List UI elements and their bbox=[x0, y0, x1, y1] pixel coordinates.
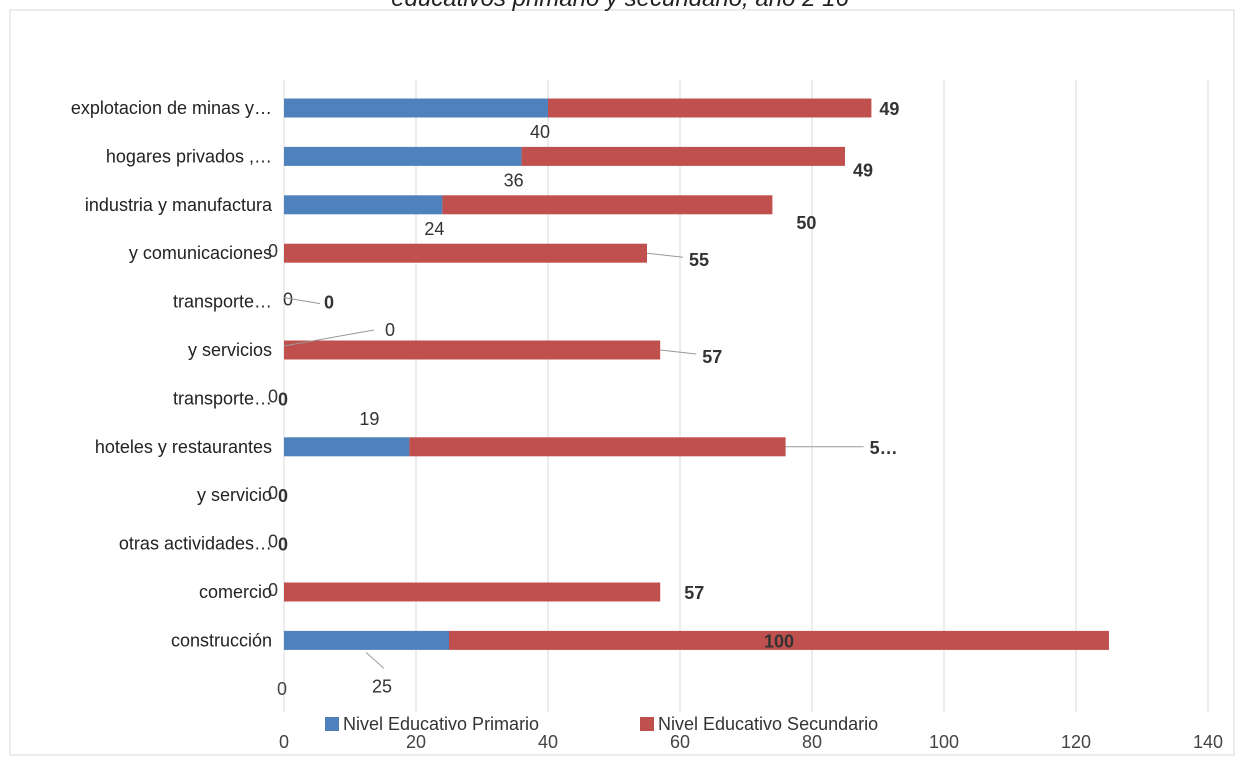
category-labels: explotacion de minas y… hogares privados … bbox=[71, 98, 273, 650]
category-label: y comunicaciones bbox=[129, 243, 272, 263]
category-label: otras actividades… bbox=[119, 534, 272, 554]
data-label-primario: 0 bbox=[268, 386, 278, 406]
bar-secundario bbox=[284, 243, 647, 263]
bar-secundario bbox=[284, 340, 661, 360]
data-label-secundario: 55 bbox=[689, 250, 709, 270]
category-label: industria y manufactura bbox=[85, 195, 273, 215]
leader-line bbox=[660, 349, 697, 355]
data-label-primario: 0 bbox=[283, 290, 293, 310]
bar-primario bbox=[284, 630, 449, 650]
data-label-primario: 19 bbox=[359, 409, 379, 429]
category-label: comercio bbox=[199, 582, 272, 602]
category-label: construcción bbox=[171, 630, 272, 650]
legend-swatch bbox=[640, 717, 654, 731]
data-label-primario: 0 bbox=[268, 580, 278, 600]
bar-secundario bbox=[521, 146, 845, 166]
data-label-primario: 40 bbox=[530, 122, 550, 142]
chart-title: educativos primario y secundario, año 2 … bbox=[391, 0, 849, 12]
x-tick-label: 40 bbox=[538, 732, 558, 752]
data-label-secundario: 0 bbox=[278, 486, 288, 506]
data-label-secundario: 57 bbox=[702, 347, 722, 367]
legend: Nivel Educativo Primario Nivel Educativo … bbox=[325, 714, 878, 734]
category-label: y servicios bbox=[188, 340, 272, 360]
leader-line bbox=[646, 252, 684, 258]
data-label-secundario: 0 bbox=[278, 389, 288, 409]
bar-secundario bbox=[284, 582, 661, 602]
x-tick-label: 60 bbox=[670, 732, 690, 752]
bar-secundario bbox=[449, 630, 1109, 650]
y-axis-origin-label: 0 bbox=[277, 679, 287, 699]
leader-line bbox=[365, 652, 385, 669]
bar-primario bbox=[284, 146, 522, 166]
chart-border bbox=[9, 9, 1235, 756]
bar-secundario bbox=[548, 98, 872, 118]
x-tick-label: 20 bbox=[406, 732, 426, 752]
bar-primario bbox=[284, 195, 443, 215]
data-label-secundario: 0 bbox=[278, 535, 288, 555]
bar-primario bbox=[284, 98, 548, 118]
bar-secundario bbox=[442, 195, 773, 215]
x-tick-label: 80 bbox=[802, 732, 822, 752]
data-label-secundario: 5… bbox=[870, 438, 898, 458]
category-label: hoteles y restaurantes bbox=[95, 437, 272, 457]
data-label-primario: 24 bbox=[424, 219, 444, 239]
category-label: hogares privados ,… bbox=[106, 146, 272, 166]
category-label: transporte… bbox=[173, 388, 272, 408]
bar-secundario bbox=[409, 437, 786, 457]
data-label-primario: 0 bbox=[268, 241, 278, 261]
data-label-secundario: 0 bbox=[324, 293, 334, 313]
data-label-primario: 0 bbox=[268, 532, 278, 552]
x-tick-label: 100 bbox=[929, 732, 959, 752]
data-label-secundario: 50 bbox=[796, 213, 816, 233]
data-label-secundario: 57 bbox=[684, 583, 704, 603]
leader-line bbox=[283, 329, 375, 347]
data-label-primario: 0 bbox=[385, 320, 395, 340]
category-label: y servicio bbox=[197, 485, 272, 505]
data-label-secundario: 49 bbox=[853, 160, 873, 180]
gridlines bbox=[283, 80, 1209, 712]
category-label: explotacion de minas y… bbox=[71, 98, 272, 118]
x-axis-ticks: 0 20 40 60 80 100 120 140 0 bbox=[277, 679, 1223, 752]
legend-label: Nivel Educativo Primario bbox=[343, 714, 539, 734]
data-label-primario: 0 bbox=[268, 483, 278, 503]
bars bbox=[284, 98, 1109, 650]
data-label-primario: 25 bbox=[372, 676, 392, 696]
category-label: transporte… bbox=[173, 292, 272, 312]
data-label-secundario: 49 bbox=[879, 99, 899, 119]
bar-primario bbox=[284, 437, 410, 457]
x-tick-label: 0 bbox=[279, 732, 289, 752]
data-label-secundario: 100 bbox=[764, 631, 794, 651]
legend-swatch bbox=[325, 717, 339, 731]
x-tick-label: 140 bbox=[1193, 732, 1223, 752]
data-label-primario: 36 bbox=[504, 170, 524, 190]
leader-line bbox=[283, 297, 321, 305]
x-tick-label: 120 bbox=[1061, 732, 1091, 752]
legend-label: Nivel Educativo Secundario bbox=[658, 714, 878, 734]
